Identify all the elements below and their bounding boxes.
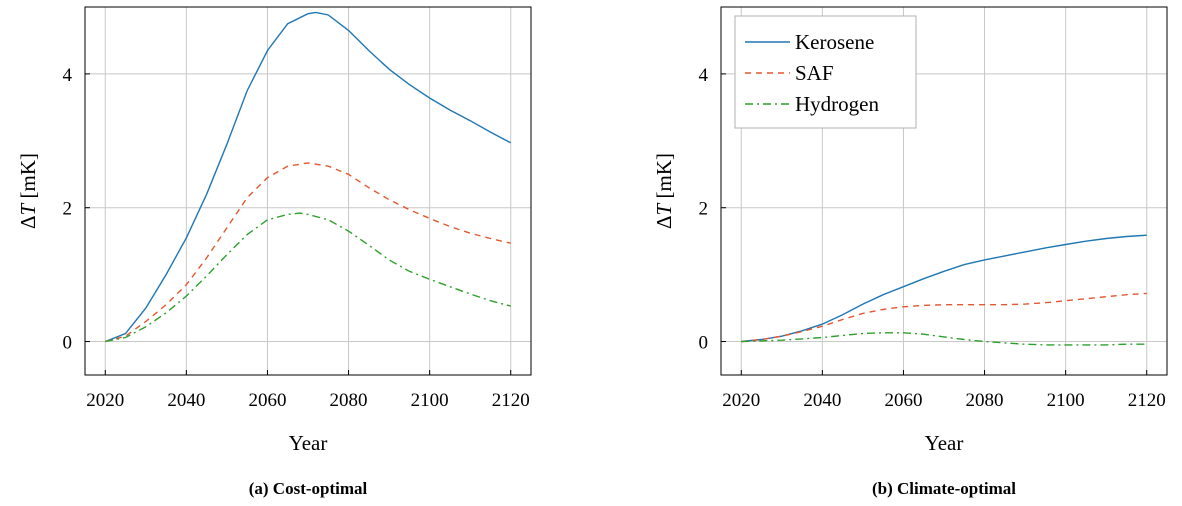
x-tick-label: 2120: [492, 390, 530, 411]
series-line-hydrogen: [741, 332, 1147, 346]
x-tick-label: 2060: [248, 390, 286, 411]
y-axis-label-unit: [mK]: [652, 153, 676, 204]
x-tick-label: 2040: [803, 390, 841, 411]
x-tick-label: 2020: [86, 390, 124, 411]
x-tick-label: 2020: [722, 390, 760, 411]
y-axis-label: ΔT [mK]: [652, 153, 676, 229]
x-tick-label: 2060: [884, 390, 922, 411]
legend-box: [734, 15, 917, 129]
x-tick-label: 2120: [1128, 390, 1166, 411]
y-tick-label: 0: [63, 333, 73, 354]
y-tick-label: 4: [63, 65, 73, 86]
series-line-hydrogen: [105, 212, 511, 343]
chart-panel-2: 2020 2040 2060 2080 2100 2120 0 2 4 Year ΔT [mK] (b…: [652, 6, 1168, 498]
plot-frame: [84, 6, 532, 376]
y-axis-label-symbol: Δ: [16, 215, 40, 229]
legend-label-kerosene: Kerosene: [795, 30, 874, 54]
panel-caption: (b) Climate-optimal: [872, 479, 1016, 498]
y-axis-label-symbol: Δ: [652, 215, 676, 229]
x-tick-label: 2080: [330, 390, 368, 411]
y-axis-label: ΔT [mK]: [16, 153, 40, 229]
legend-label-hydrogen: Hydrogen: [795, 92, 879, 116]
x-tick-label: 2080: [966, 390, 1004, 411]
x-axis-label: Year: [289, 431, 328, 455]
series-line-saf: [741, 292, 1147, 343]
y-tick-label: 0: [699, 333, 709, 354]
y-axis-label-variable: T: [652, 202, 676, 215]
legend-label-saf: SAF: [795, 61, 834, 85]
series-line-saf: [105, 162, 511, 343]
x-tick-label: 2100: [1047, 390, 1085, 411]
y-axis-label-unit: [mK]: [16, 153, 40, 204]
x-tick-label: 2100: [411, 390, 449, 411]
series-line-kerosene: [741, 234, 1147, 343]
panel-caption: (a) Cost-optimal: [249, 479, 368, 498]
chart-panel-1: 2020 2040 2060 2080 2100 2120 0 2 4 Year ΔT [mK] (a…: [16, 6, 532, 498]
x-axis-label: Year: [925, 431, 964, 455]
y-tick-label: 4: [699, 65, 709, 86]
y-axis-label-variable: T: [16, 202, 40, 215]
y-tick-label: 2: [63, 199, 73, 220]
plot-frame: [720, 6, 1168, 376]
x-tick-label: 2040: [167, 390, 205, 411]
y-tick-label: 2: [699, 199, 709, 220]
legend: Kerosene SAF Hydrogen: [734, 15, 917, 129]
series-line-kerosene: [105, 11, 512, 343]
